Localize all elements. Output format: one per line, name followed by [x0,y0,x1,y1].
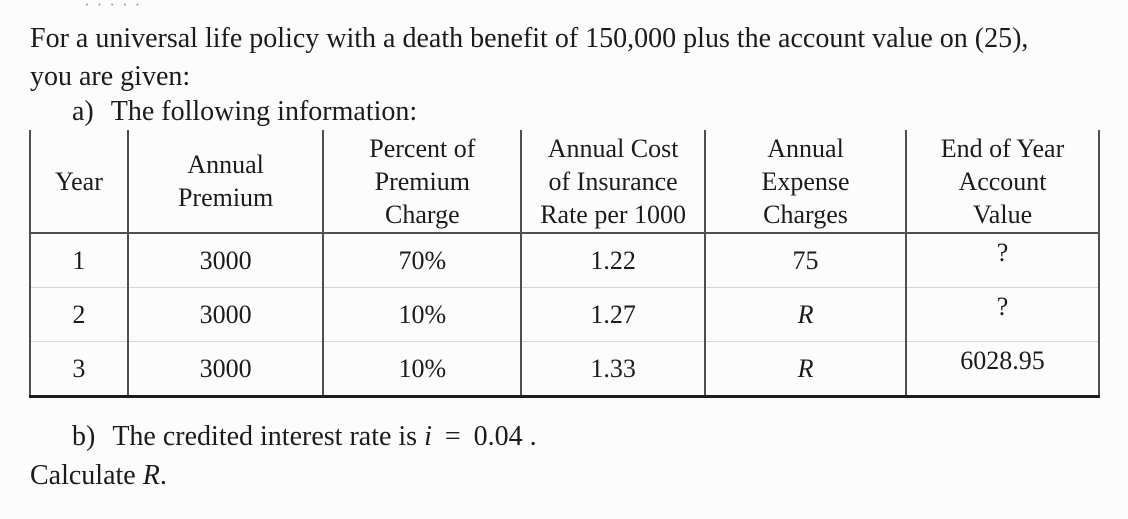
table-cell: 75 [704,233,907,288]
header-cell: Annual Cost of Insurance Rate per 1000 [520,130,706,234]
table-cell: 70% [322,233,522,288]
information-table: Year Annual Premium Percent of Premium Cha… [29,130,1100,398]
table-row: 2 3000 10% 1.27 R? [29,287,1100,342]
table-body: 1 3000 70% 1.22 75? 2 3000 10% 1.27 R? 3 3000 10% 1.3… [29,233,1100,398]
table-cell: 3000 [126,233,324,288]
item-b-period: . [529,421,537,452]
header-cell: Annual Expense Charges [704,130,907,234]
item-b-label: b) [72,421,96,452]
table-cell: 2 [29,287,128,342]
table-cell: ? [905,233,1100,288]
interest-rate-variable: i [424,421,432,452]
calculate-variable: R [142,460,160,491]
information-table-container: Year Annual Premium Percent of Premium Cha… [29,130,1100,398]
item-a-label: a) [72,96,94,127]
equals-sign: = [444,421,461,452]
table-cell: R [704,287,907,342]
item-b-text: The credited interest rate is [112,421,418,452]
calculate-period: . [159,460,167,491]
header-cell: Percent of Premium Charge [322,130,522,234]
item-a-text: The following information: [110,96,418,127]
table-cell: 1 [29,233,128,288]
item-a: a) The following information: [72,96,417,128]
header-cell: End of Year Account Value [905,130,1100,234]
table-cell: 1.22 [520,233,706,288]
table-cell: R [704,341,907,398]
item-b: b) The credited interest rate is i = 0.04. [72,421,537,453]
table-cell: ? [905,287,1100,342]
header-cell: Year [29,130,128,234]
table-cell: 3 [29,341,128,398]
table-cell: 10% [322,287,522,342]
table-row: 1 3000 70% 1.22 75? [29,233,1100,288]
table-cell: 1.33 [520,341,706,398]
intro-line-1: For a universal life policy with a death… [30,23,1029,54]
table-cell: 3000 [126,341,324,398]
interest-rate-value: 0.04 [473,421,523,452]
table-cell: 10% [322,341,522,398]
header-row: Year Annual Premium Percent of Premium Cha… [29,130,1100,234]
calculate-text: Calculate [30,460,136,491]
calculate-line: Calculate R. [30,460,167,492]
header-cell: Annual Premium [126,130,324,234]
table-cell: 6028.95 [905,341,1100,398]
cutoff-text-fragment: ····· [84,0,164,8]
table-cell: 1.27 [520,287,706,342]
intro-line-2: you are given: [30,61,191,92]
table-cell: 3000 [126,287,324,342]
intro-paragraph: For a universal life policy with a death… [30,20,1105,96]
table-row: 3 3000 10% 1.33 R 6028.95 [29,341,1100,398]
